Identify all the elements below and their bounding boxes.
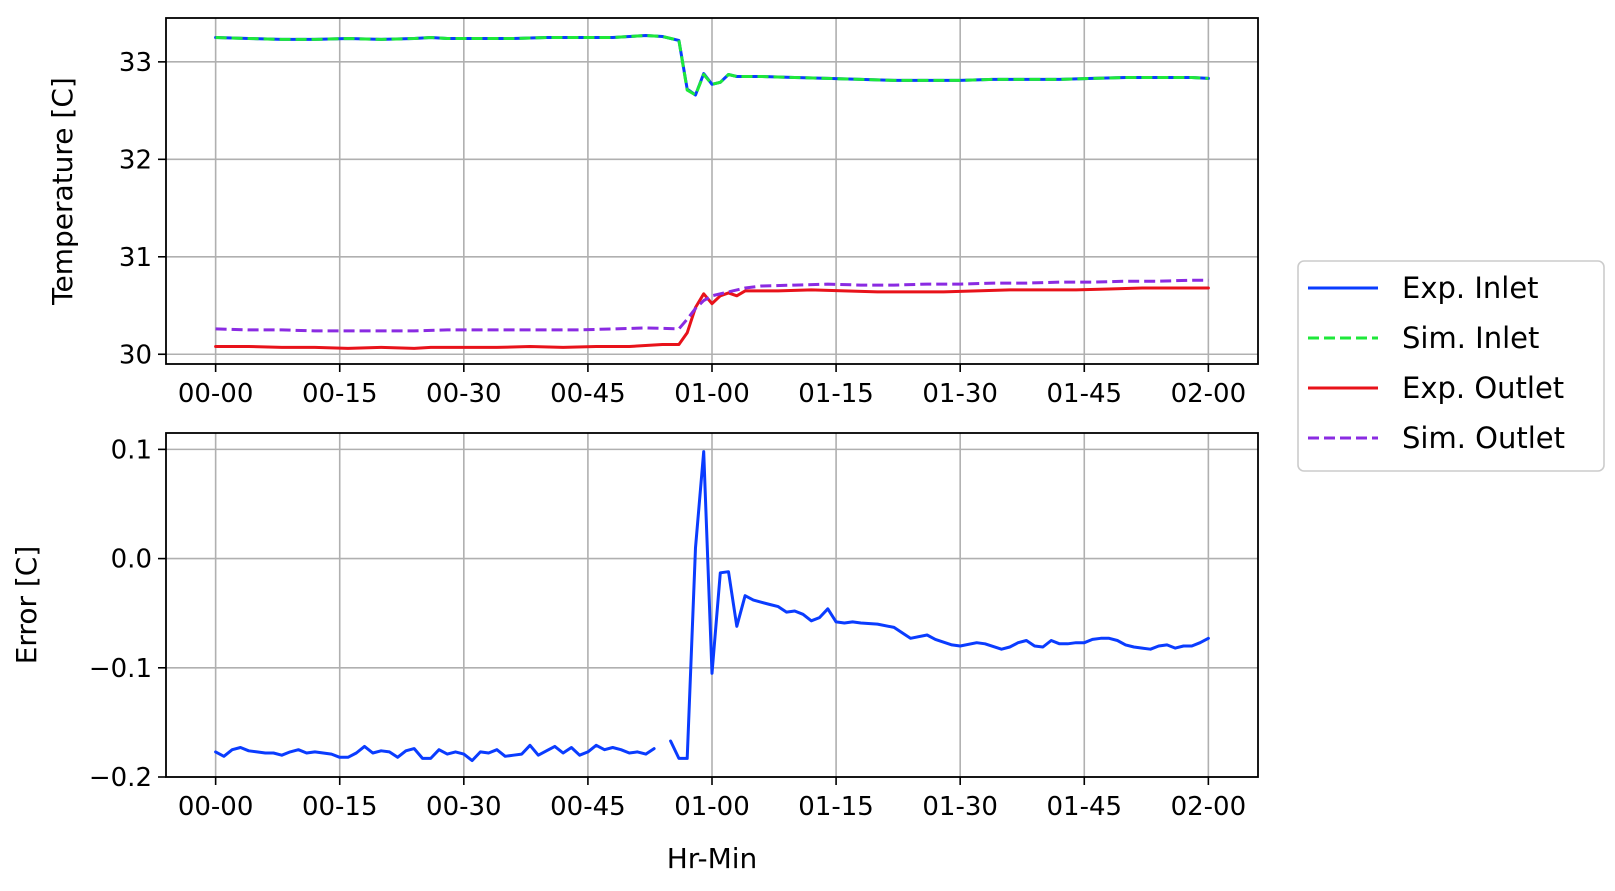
- x-tick-label: 01-00: [674, 792, 750, 822]
- series-line-error: [669, 450, 1210, 760]
- temperature-panel: 00-00 00-15 00-30 00-45 01-00 01-15 01-30 01-45…: [46, 17, 1259, 409]
- x-tick-label: 00-45: [550, 792, 626, 822]
- x-tick-label: 00-30: [426, 792, 502, 822]
- series-line-sim-inlet: [215, 34, 1209, 97]
- legend-label: Sim. Outlet: [1402, 421, 1565, 455]
- legend-label: Exp. Outlet: [1402, 371, 1564, 405]
- x-tick-label: 00-00: [178, 379, 254, 409]
- y-tick-label: 31: [119, 243, 152, 273]
- x-tick-label: 00-30: [426, 379, 502, 409]
- y-axis-label: Temperature [C]: [46, 77, 79, 306]
- legend: Exp. Inlet Sim. Inlet Exp. Outlet Sim. Outl…: [1297, 260, 1605, 472]
- error-panel: 00-00 00-15 00-30 00-45 01-00 01-15 01-30 01-45…: [10, 432, 1259, 875]
- series-group: [214, 34, 1210, 350]
- x-tick-label: 01-15: [798, 379, 874, 409]
- x-tick-label: 01-30: [922, 792, 998, 822]
- x-tick-label: 01-45: [1046, 379, 1122, 409]
- x-tick-label: 01-45: [1046, 792, 1122, 822]
- x-tick-label: 00-00: [178, 792, 254, 822]
- series-line-error: [214, 743, 656, 763]
- x-tick-label: 02-00: [1171, 792, 1247, 822]
- x-tick-label: 00-45: [550, 379, 626, 409]
- x-tick-label: 02-00: [1171, 379, 1247, 409]
- y-tick-label: 33: [119, 48, 152, 78]
- y-tick-label: −0.2: [89, 763, 152, 793]
- y-axis-label: Error [C]: [10, 546, 43, 665]
- y-tick-label: −0.1: [89, 654, 152, 684]
- y-tick-label: 0.0: [111, 545, 152, 575]
- legend-label: Sim. Inlet: [1402, 321, 1539, 355]
- legend-frame: [1297, 260, 1605, 472]
- series-line-sim-outlet: [215, 278, 1209, 333]
- y-tick-label: 32: [119, 145, 152, 175]
- x-tick-label: 00-15: [302, 379, 378, 409]
- x-tick-label: 00-15: [302, 792, 378, 822]
- x-tick-label: 01-15: [798, 792, 874, 822]
- y-tick-label: 30: [119, 340, 152, 370]
- x-tick-label: 01-00: [674, 379, 750, 409]
- legend-label: Exp. Inlet: [1402, 271, 1539, 305]
- x-axis-label: Hr-Min: [667, 842, 758, 875]
- y-tick-label: 0.1: [111, 435, 152, 465]
- x-tick-label: 01-30: [922, 379, 998, 409]
- series-group: [214, 450, 1210, 763]
